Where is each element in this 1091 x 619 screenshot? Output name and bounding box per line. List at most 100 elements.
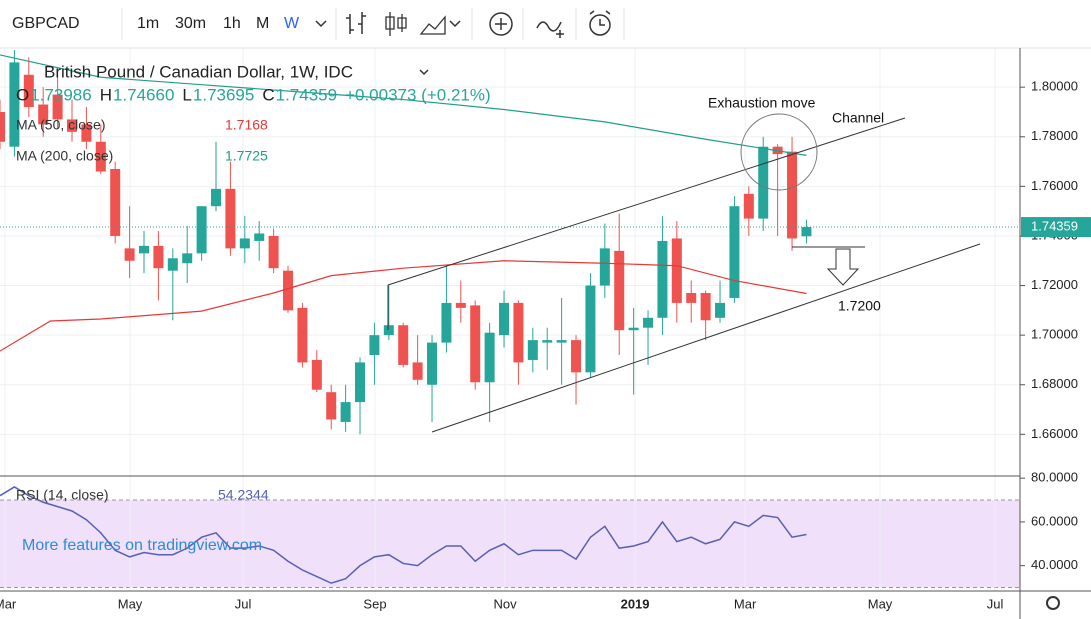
candle-body xyxy=(23,74,34,108)
candle-body xyxy=(326,392,337,420)
annotation: 1.7200 xyxy=(838,298,881,314)
candle-body xyxy=(585,285,596,373)
alert-hands xyxy=(589,10,611,26)
annotation: Channel xyxy=(832,110,884,126)
y-tick-label: 1.68000 xyxy=(1031,376,1078,391)
candle-body xyxy=(182,253,193,264)
x-tick-label: May xyxy=(868,596,893,611)
x-tick-label: 2019 xyxy=(621,596,650,611)
ohlc-value: 1.73986 xyxy=(30,85,91,104)
dropdown-icon[interactable] xyxy=(449,20,461,28)
candle-body xyxy=(441,302,452,343)
indicator-value: 1.7168 xyxy=(225,117,268,133)
y-tick-label: 1.66000 xyxy=(1031,426,1078,441)
candle-body xyxy=(67,119,78,132)
interval[interactable]: 30m xyxy=(175,15,206,32)
y-tick-label: 1.70000 xyxy=(1031,327,1078,342)
interval-active[interactable]: W xyxy=(284,15,300,32)
bars-icon[interactable] xyxy=(346,12,366,34)
candle-body xyxy=(283,270,294,311)
candle-body xyxy=(369,335,380,355)
last-price-label: 1.74359 xyxy=(1031,218,1078,233)
ohlc-key: L xyxy=(182,85,191,104)
channel-upper[interactable] xyxy=(387,117,906,286)
exhaustion-circle[interactable] xyxy=(740,113,818,191)
candle-body xyxy=(455,302,466,308)
interval[interactable]: M xyxy=(256,15,269,32)
candle-body xyxy=(671,238,682,303)
ohlc-change: +0.00373 (+0.21%) xyxy=(345,85,491,104)
candle-body xyxy=(686,292,697,303)
candle-body xyxy=(383,325,394,336)
candle-body xyxy=(124,248,135,261)
candle-body xyxy=(52,94,63,120)
interval[interactable]: 1m xyxy=(137,15,159,32)
dropdown-icon[interactable] xyxy=(315,20,327,28)
symbol[interactable]: GBPCAD xyxy=(12,15,80,32)
candle-body xyxy=(556,340,567,343)
ohlc-value: 1.74660 xyxy=(113,85,174,104)
candle-body xyxy=(470,305,481,383)
down-arrow[interactable] xyxy=(826,248,860,286)
candle-body xyxy=(167,258,178,271)
drawings: Exhaustion move Channel 1.7200 xyxy=(387,95,981,433)
compare-icon[interactable] xyxy=(536,21,564,38)
x-tick-label: Mar xyxy=(734,596,757,611)
watermark[interactable]: More features on tradingview.com xyxy=(22,537,262,554)
plot xyxy=(0,48,1020,591)
y-tick-label: 40.0000 xyxy=(1031,557,1078,572)
settings-icon[interactable] xyxy=(1046,596,1060,610)
candle-body xyxy=(196,206,207,254)
ohlc-value: 1.74359 xyxy=(276,85,337,104)
ohlc-key: C xyxy=(262,85,274,104)
channel-lower[interactable] xyxy=(431,243,981,433)
candle-body xyxy=(297,307,308,363)
candle-body xyxy=(81,124,92,142)
candle-body xyxy=(700,292,711,321)
candle-body xyxy=(412,362,423,380)
ohlc-value: 1.73695 xyxy=(193,85,254,104)
plus xyxy=(495,18,507,30)
candle-body xyxy=(225,188,236,249)
rsi-line xyxy=(0,486,807,584)
x-tick-label: Jul xyxy=(987,596,1004,611)
candle-body xyxy=(355,362,366,403)
candle-body xyxy=(254,233,265,241)
candle-body xyxy=(571,340,582,373)
candle-body xyxy=(268,235,279,269)
candle-body xyxy=(139,245,150,254)
indicator-value: 54.2344 xyxy=(218,487,269,503)
legend-title: British Pound / Canadian Dollar, 1W, IDC xyxy=(44,62,353,81)
y-tick-label: 1.72000 xyxy=(1031,277,1078,292)
indicator-name: MA (50, close) xyxy=(16,117,105,133)
candle-body xyxy=(110,169,121,236)
candle-body xyxy=(513,302,524,363)
indicator-name: RSI (14, close) xyxy=(16,487,109,503)
indicator-value: 1.7725 xyxy=(225,148,268,164)
moving-average xyxy=(0,260,807,352)
candles-icon[interactable] xyxy=(385,12,407,36)
add-indicator-icon[interactable] xyxy=(489,12,513,36)
candle-body xyxy=(527,340,538,360)
ohlc-key: H xyxy=(100,85,112,104)
y-tick-label: 60.0000 xyxy=(1031,513,1078,528)
candle-body xyxy=(499,302,510,336)
interval[interactable]: 1h xyxy=(223,15,241,32)
candle-body xyxy=(9,62,20,147)
dropdown-icon[interactable] xyxy=(419,69,429,76)
legend: British Pound / Canadian Dollar, 1W, IDC… xyxy=(16,62,491,554)
candle-body xyxy=(211,188,222,207)
candle-body xyxy=(0,111,5,142)
annotation: Exhaustion move xyxy=(708,95,816,111)
area-icon[interactable] xyxy=(419,15,446,35)
candle-body xyxy=(599,248,610,286)
x-tick-label: Sep xyxy=(363,596,386,611)
candle-body xyxy=(95,141,106,172)
y-tick-label: 1.76000 xyxy=(1031,178,1078,193)
last-price-tag xyxy=(1021,217,1091,238)
candle-body xyxy=(743,193,754,219)
alert-icon[interactable] xyxy=(589,14,611,36)
moving-average xyxy=(0,54,807,156)
candle-body xyxy=(484,332,495,383)
x-tick-label: May xyxy=(118,596,143,611)
